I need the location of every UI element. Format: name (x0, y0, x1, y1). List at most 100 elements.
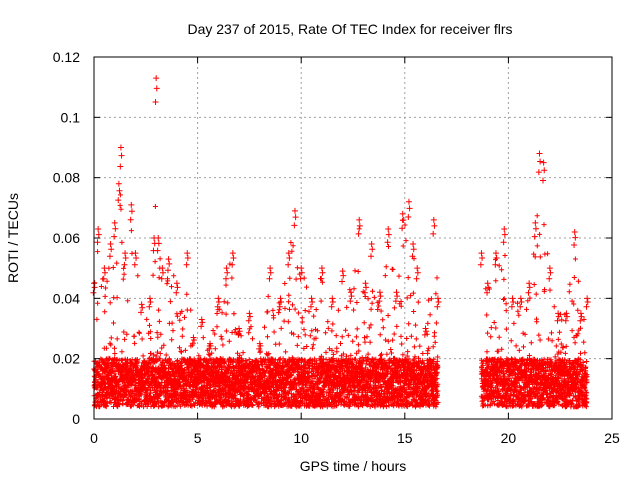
peak-point (229, 250, 236, 257)
peak-point (256, 345, 263, 352)
peak-point (133, 255, 140, 262)
peak-point (405, 198, 412, 205)
peak-point (578, 313, 585, 320)
peak-point (236, 328, 243, 335)
peak-point (339, 268, 346, 275)
peak-point (571, 242, 578, 249)
peak-point (478, 250, 485, 257)
peak-point (247, 313, 254, 320)
peak-point (285, 261, 292, 268)
peak-point (139, 304, 146, 311)
peak-point (509, 295, 516, 302)
peak-point (537, 158, 544, 165)
peak-point (191, 336, 198, 343)
peak-point (138, 309, 145, 316)
peak-point (434, 303, 441, 310)
peak-point (115, 180, 122, 187)
peak-point (222, 275, 229, 282)
peak-point (347, 298, 354, 305)
peak-point (517, 303, 524, 310)
peak-point (431, 222, 438, 229)
peak-point (128, 208, 135, 215)
peak-point (356, 216, 363, 223)
peak-point (229, 261, 236, 268)
peak-point (206, 345, 213, 352)
peak-point (414, 265, 421, 272)
peak-point (214, 303, 221, 310)
peak-point (292, 214, 299, 221)
peak-point (340, 272, 347, 279)
peak-point (328, 303, 335, 310)
peak-point (122, 250, 129, 257)
peak-point (368, 241, 375, 248)
peak-point (267, 265, 274, 272)
peak-point (369, 246, 376, 253)
peak-point (122, 255, 129, 262)
peak-point (554, 317, 561, 324)
peak-point (117, 144, 124, 151)
y-tick-label: 0.04 (53, 290, 80, 306)
peak-point (414, 269, 421, 276)
peak-point (94, 239, 101, 246)
peak-point (430, 230, 437, 237)
peak-point (183, 261, 190, 268)
peak-point (362, 280, 369, 287)
peak-point (236, 325, 243, 332)
peak-point (518, 298, 525, 305)
y-tick-label: 0.06 (53, 230, 80, 246)
peak-point (531, 233, 538, 240)
peak-point (173, 280, 180, 287)
peak-point (363, 284, 370, 291)
peak-point (376, 298, 383, 305)
peak-point (547, 269, 554, 276)
peak-point (546, 275, 553, 282)
peak-point (347, 289, 354, 296)
peak-point (540, 177, 547, 184)
peak-point (484, 289, 491, 296)
peak-point (356, 222, 363, 229)
axis-ticks (93, 56, 613, 420)
peak-point (198, 316, 205, 323)
peak-point (245, 317, 252, 324)
peak-point (100, 275, 107, 282)
peak-point (406, 205, 413, 212)
peak-point (555, 310, 562, 317)
peak-point (361, 289, 368, 296)
peak-point (413, 275, 420, 282)
peak-point (392, 298, 399, 305)
x-tick-label: 15 (397, 430, 413, 446)
x-tick-label: 10 (293, 430, 309, 446)
peak-point (525, 289, 532, 296)
peak-point (276, 303, 283, 310)
peak-point (184, 255, 191, 262)
peak-point (152, 98, 159, 105)
peak-point (90, 289, 97, 296)
x-tick-label: 5 (194, 430, 202, 446)
peak-point (286, 255, 293, 262)
peak-point (318, 265, 325, 272)
peak-point (107, 241, 114, 248)
peak-point (115, 197, 122, 204)
peak-point (235, 331, 242, 338)
peak-point (434, 295, 441, 302)
peak-point (309, 298, 316, 305)
x-tick-labels: 0 5 10 15 20 25 (90, 430, 620, 446)
peak-point (399, 210, 406, 217)
peak-point (173, 289, 180, 296)
peak-point (166, 260, 173, 267)
peak-point (577, 310, 584, 317)
peak-point (536, 150, 543, 157)
peak-point (91, 284, 98, 291)
peak-point (535, 169, 542, 176)
peak-point (421, 331, 428, 338)
peak-point (584, 295, 591, 302)
y-tick-label: 0 (72, 411, 80, 427)
peak-point (155, 240, 162, 247)
peak-point (562, 317, 569, 324)
peak-point (572, 234, 579, 241)
peak-point (117, 163, 124, 170)
peak-point (492, 250, 499, 257)
x-tick-label: 25 (604, 430, 620, 446)
chart-title: Day 237 of 2015, Rate Of TEC Index for r… (187, 21, 512, 37)
